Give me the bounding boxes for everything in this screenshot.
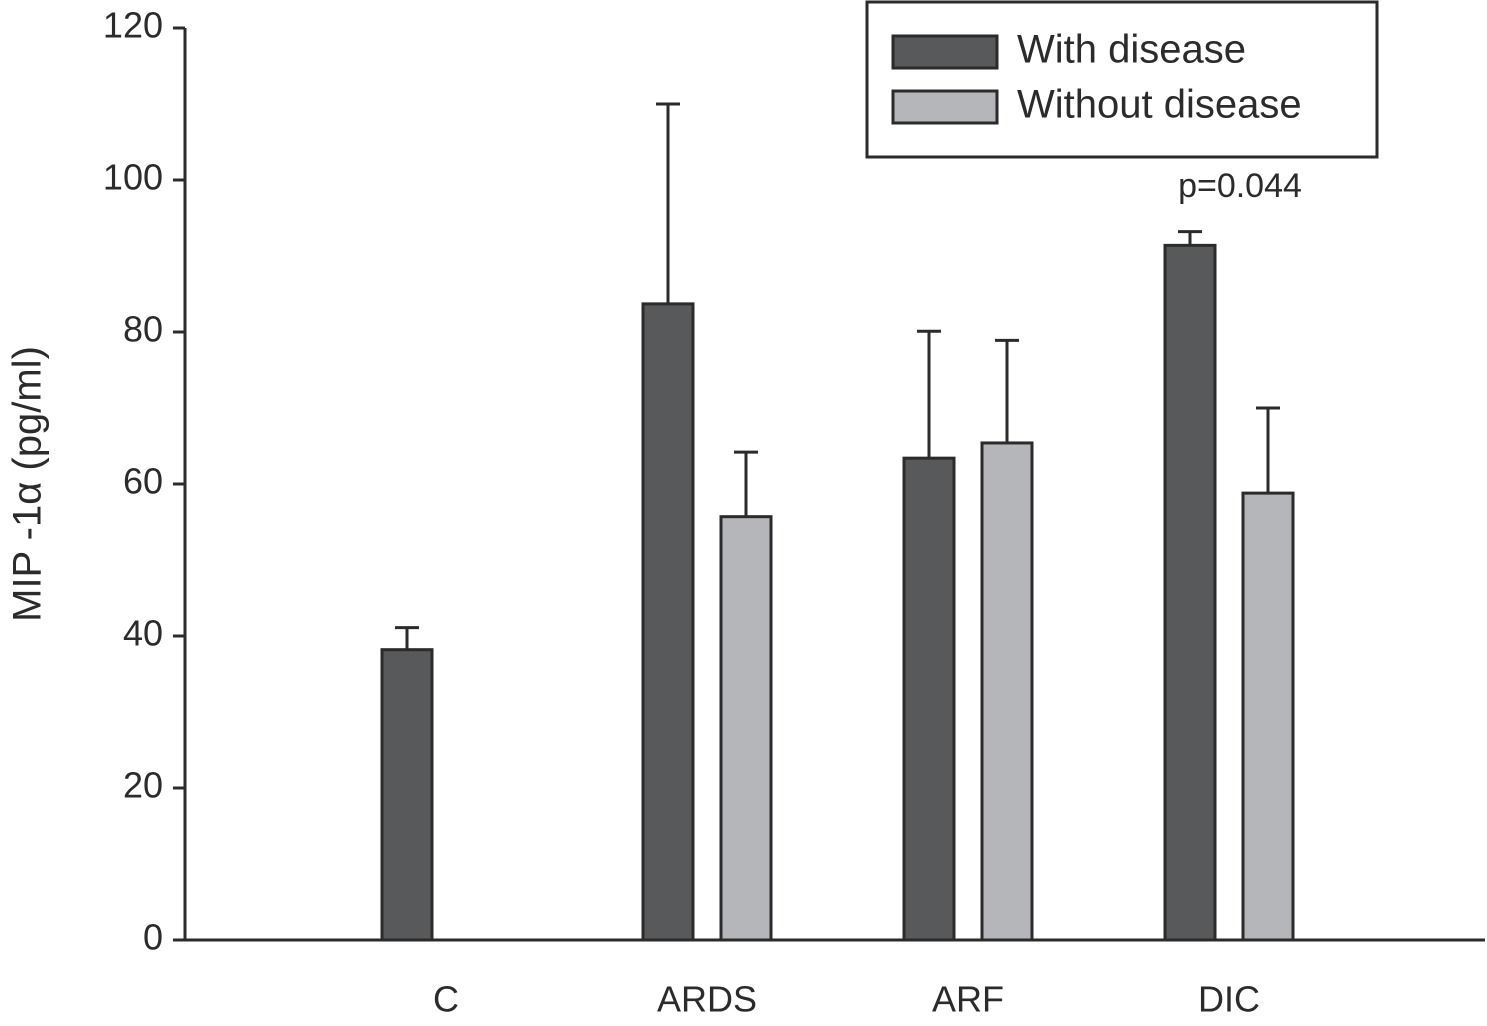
- x-tick-label: ARDS: [657, 979, 757, 1020]
- legend-label: Without disease: [1017, 83, 1302, 127]
- error-bar: [656, 102, 680, 304]
- bar: [380, 648, 434, 942]
- error-bar: [1256, 406, 1280, 494]
- bar: [980, 441, 1034, 942]
- bar: [641, 302, 695, 942]
- y-axis-label: MIP -1α (pg/ml): [6, 346, 50, 622]
- y-tick-label: 60: [123, 461, 163, 502]
- legend-swatch: [891, 34, 999, 70]
- legend-swatch: [891, 89, 999, 125]
- error-bar: [395, 626, 419, 650]
- x-tick-label: C: [433, 979, 459, 1020]
- y-tick-label: 40: [123, 613, 163, 654]
- legend-box: [865, 0, 1379, 159]
- legend-label: With disease: [1017, 28, 1246, 72]
- y-tick-label: 20: [123, 765, 163, 806]
- y-tick-label: 120: [103, 5, 163, 46]
- error-bar: [917, 329, 941, 459]
- y-tick-label: 100: [103, 157, 163, 198]
- bar: [719, 515, 773, 942]
- bar: [902, 456, 956, 942]
- error-bar: [995, 338, 1019, 443]
- error-bar: [734, 450, 758, 517]
- bar: [1241, 491, 1295, 942]
- annotation: p=0.044: [1178, 167, 1302, 205]
- y-tick-label: 0: [143, 917, 163, 958]
- x-tick-label: ARF: [932, 979, 1004, 1020]
- bar: [1163, 243, 1217, 942]
- error-bar: [1178, 230, 1202, 246]
- x-tick-label: DIC: [1198, 979, 1260, 1020]
- y-tick-label: 80: [123, 309, 163, 350]
